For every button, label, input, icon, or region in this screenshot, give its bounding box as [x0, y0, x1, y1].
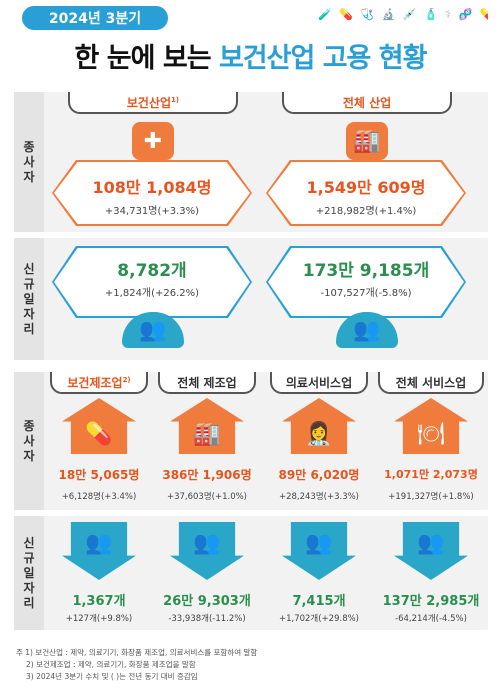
- footnote-1: 주 1) 보건산업 : 제약, 의료기기, 화장품 제조업, 의료서비스를 포함…: [16, 648, 258, 657]
- health-mfg-employees-change: +6,128명(+3.4%): [61, 492, 137, 502]
- health-employees-value: 108만 1,084명: [92, 178, 212, 197]
- medical-service-newjobs-change: +1,702개(+29.8%): [278, 614, 360, 624]
- side-label-employees-top: 종사자: [14, 92, 44, 232]
- side-label-employees-bottom: 종사자: [14, 372, 44, 510]
- all-mfg-newjobs-value: 26만 9,303개: [163, 594, 251, 609]
- side-label-newjobs-top: 신규일자리: [14, 238, 44, 360]
- factory-icon: 🏭: [346, 122, 388, 160]
- all-employees-value: 1,549만 609명: [306, 178, 426, 197]
- label-all-industry: 전체 산업: [282, 92, 452, 114]
- label-health-mfg: 보건제조업2): [50, 372, 148, 394]
- label-all-mfg: 전체 제조업: [158, 372, 256, 394]
- all-mfg-employees-value: 386만 1,906명: [162, 468, 252, 482]
- health-newjobs-change: +1,824개(+26.2%): [104, 288, 200, 299]
- all-employees-change: +218,982명(+1.4%): [315, 206, 417, 217]
- health-employees-box: [54, 162, 250, 224]
- title-part2: 보건산업 고용 현황: [218, 43, 428, 74]
- footnote-2: 2) 보건제조업 : 제약, 의료기기, 화장품 제조업을 말함: [26, 660, 196, 669]
- period-badge: 2024년 3분기: [22, 6, 168, 30]
- all-newjobs-value: 173만 9,185개: [302, 261, 430, 281]
- health-mfg-newjobs-change: +127개(+9.8%): [65, 614, 133, 624]
- side-label-newjobs-bottom: 신규일자리: [14, 516, 44, 630]
- all-newjobs-box: [268, 248, 464, 316]
- health-employees-change: +34,731명(+3.3%): [104, 206, 200, 217]
- health-mfg-employees-value: 18만 5,065명: [58, 468, 140, 482]
- all-mfg-newjobs-change: -33,938개(-11.2%): [168, 614, 246, 624]
- footnote-3: 3) 2024년 3분기 수치 및 ( )는 전년 동기 대비 증감임: [26, 672, 198, 681]
- health-mfg-newjobs-value: 1,367개: [72, 594, 126, 609]
- health-newjobs-box: [54, 248, 250, 316]
- label-medical-service: 의료서비스업: [270, 372, 368, 394]
- medical-service-newjobs-value: 7,415개: [292, 594, 346, 609]
- label-health-industry: 보건산업1): [68, 92, 238, 114]
- all-employees-box: [268, 162, 464, 224]
- all-mfg-employees-change: +37,603명(+1.0%): [166, 492, 248, 502]
- page-title: 한 눈에 보는 보건산업 고용 현황: [0, 36, 501, 75]
- all-newjobs-change: -107,527개(-5.8%): [320, 288, 412, 299]
- title-part1: 한 눈에 보는: [74, 43, 219, 74]
- decorative-icons-row: 🧪 💊 🩺 🔬 💉 🧴 ⚕ 🧬 💊 🔬: [318, 8, 488, 21]
- label-all-service: 전체 서비스업: [378, 372, 484, 394]
- medical-service-employees-change: +28,243명(+3.3%): [278, 492, 360, 502]
- all-service-newjobs-value: 137만 2,985개: [382, 594, 480, 609]
- all-service-newjobs-change: -64,214개(-4.5%): [395, 614, 467, 624]
- health-newjobs-value: 8,782개: [117, 261, 187, 281]
- all-service-employees-change: +191,327명(+1.8%): [388, 492, 474, 502]
- first-aid-kit-icon: ✚: [132, 122, 174, 160]
- all-service-employees-value: 1,071만 2,073명: [384, 468, 478, 481]
- medical-service-employees-value: 89만 6,020명: [278, 468, 360, 482]
